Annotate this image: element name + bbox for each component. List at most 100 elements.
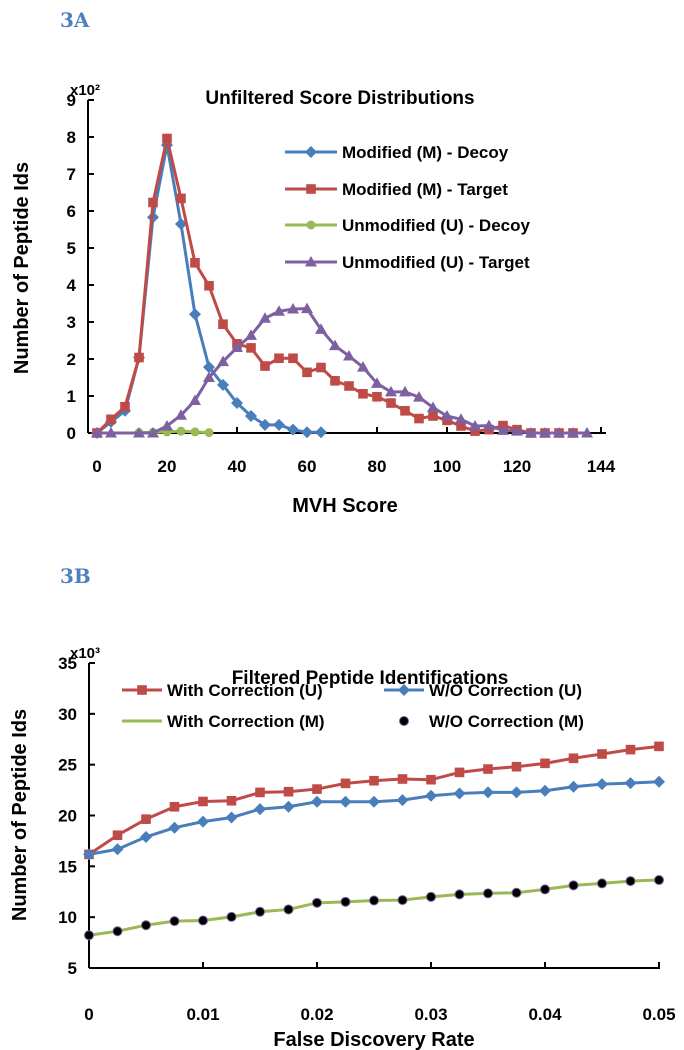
data-point	[540, 884, 550, 895]
data-point	[260, 361, 270, 371]
legend-entry: With Correction (M)	[122, 712, 325, 731]
data-point	[83, 848, 95, 861]
legend-entry: Unmodified (U) - Target	[285, 253, 530, 272]
legend-label: Unmodified (U) - Target	[342, 253, 530, 272]
data-point	[340, 896, 351, 907]
series-line	[97, 307, 587, 435]
data-point	[539, 784, 551, 797]
data-point	[197, 815, 209, 828]
x-tick-label: 0.01	[186, 1005, 219, 1024]
data-point	[413, 391, 425, 402]
legend-entry: W/O Correction (M)	[399, 712, 584, 731]
data-point	[597, 878, 607, 889]
data-point	[274, 353, 284, 364]
x-tick-label: 144	[587, 457, 616, 476]
chart-3b: Filtered Peptide Identifications x10³ Nu…	[9, 645, 676, 1050]
data-point	[454, 767, 465, 778]
data-point	[653, 775, 665, 788]
data-point	[396, 794, 409, 807]
data-point	[343, 350, 355, 361]
y-tick-label: 5	[67, 239, 76, 258]
data-point	[525, 427, 537, 438]
legend-label: W/O Correction (M)	[429, 712, 584, 731]
legend-marker	[399, 716, 409, 726]
data-point	[217, 355, 229, 367]
x-tick-label: 0	[84, 1005, 93, 1024]
data-point	[311, 795, 323, 808]
data-point	[161, 419, 173, 431]
data-point	[372, 391, 382, 402]
data-point	[273, 418, 285, 431]
data-point	[176, 426, 186, 436]
legend-label: Modified (M) - Decoy	[342, 143, 509, 162]
data-point	[312, 897, 322, 908]
data-point	[399, 385, 411, 397]
data-point	[198, 796, 208, 807]
data-point	[624, 777, 637, 790]
data-point	[339, 795, 352, 808]
y-axis-title: Number of Peptide Ids	[11, 162, 33, 374]
data-point	[568, 880, 579, 891]
x-tick-label: 0.02	[300, 1005, 333, 1024]
y-tick-label: 0	[67, 424, 76, 443]
data-point	[203, 361, 215, 374]
legend-entry: W/O Correction (U)	[384, 681, 582, 700]
data-point	[426, 774, 436, 785]
y-tick-label: 2	[67, 350, 76, 369]
legend-label: With Correction (M)	[167, 712, 325, 731]
chart-title: Filtered Peptide Identifications	[232, 668, 509, 689]
data-point	[426, 891, 436, 902]
data-point	[455, 413, 467, 424]
series-with-correction-u-	[84, 741, 664, 860]
data-point	[483, 419, 495, 431]
legend-entry: With Correction (U)	[122, 681, 323, 700]
data-point	[344, 381, 354, 391]
x-tick-label: 20	[158, 457, 177, 476]
data-point	[255, 906, 265, 917]
data-point	[231, 397, 243, 410]
legend-label: Modified (M) - Target	[342, 180, 508, 199]
data-point	[301, 302, 313, 314]
y-tick-label: 6	[67, 202, 76, 221]
x-tick-label: 0.03	[414, 1005, 447, 1024]
data-point	[141, 814, 151, 824]
chart-3a: Unfiltered Score Distributions x10² Numb…	[11, 82, 616, 517]
chart-title: Unfiltered Score Distributions	[205, 88, 474, 109]
legend-marker	[306, 184, 316, 194]
data-point	[218, 319, 228, 330]
data-point	[226, 795, 237, 806]
x-axis-title: False Discovery Rate	[273, 1029, 474, 1050]
data-point	[217, 378, 229, 391]
y-axis-title: Number of Peptide Ids	[9, 709, 31, 921]
data-point	[315, 323, 327, 334]
y-tick-label: 7	[67, 165, 76, 184]
legend-marker	[398, 684, 410, 696]
y-tick-label: 9	[67, 91, 76, 110]
y-tick-label: 4	[67, 276, 77, 295]
data-point	[654, 741, 664, 752]
data-point	[231, 341, 243, 353]
data-point	[189, 308, 201, 321]
data-point	[148, 197, 158, 208]
data-point	[453, 787, 466, 800]
data-point	[330, 376, 340, 386]
panel-label-3b: 3B	[60, 564, 91, 588]
x-tick-label: 40	[228, 457, 247, 476]
y-multiplier: x10²	[70, 82, 100, 99]
data-point	[386, 398, 396, 408]
data-point	[553, 427, 565, 438]
data-point	[510, 786, 523, 799]
data-point	[385, 385, 397, 397]
y-tick-label: 1	[67, 387, 76, 406]
y-tick-label: 25	[58, 756, 77, 775]
data-point	[425, 789, 437, 802]
legend-marker	[306, 220, 316, 230]
data-point	[283, 904, 294, 915]
data-point	[255, 787, 265, 798]
x-tick-label: 0.04	[528, 1005, 562, 1024]
data-point	[169, 916, 180, 927]
data-point	[162, 133, 172, 144]
data-point	[190, 258, 200, 268]
data-point	[511, 425, 523, 436]
